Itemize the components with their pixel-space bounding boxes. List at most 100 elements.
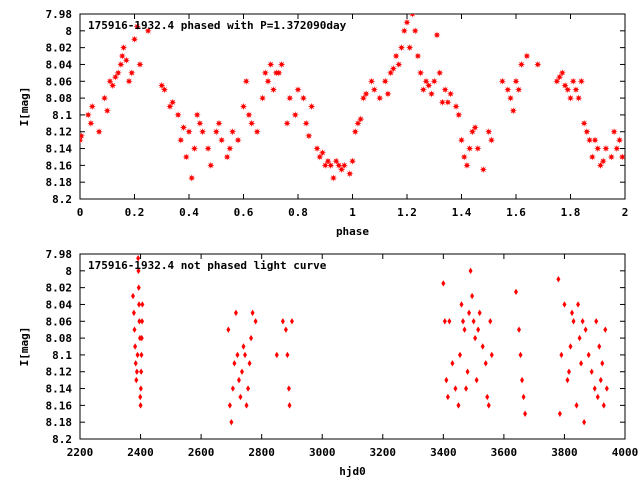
data-point — [229, 128, 237, 136]
y-tick-label: 8.14 — [46, 383, 73, 396]
data-point — [84, 111, 92, 119]
x-tick-label: 2200 — [67, 446, 94, 459]
data-point — [179, 123, 188, 132]
data-point — [588, 153, 596, 161]
data-point — [485, 128, 493, 136]
data-point — [188, 174, 196, 182]
data-point — [321, 161, 329, 169]
data-point — [137, 318, 142, 325]
data-point — [504, 86, 512, 94]
data-point — [465, 368, 470, 375]
y-tick-label: 8.08 — [46, 92, 73, 105]
data-point — [267, 60, 275, 69]
x-tick-label: 0.4 — [179, 206, 199, 219]
x-tick-label: 3200 — [370, 446, 397, 459]
data-point — [137, 301, 142, 308]
data-point — [140, 301, 145, 308]
x-tick-label: 0 — [77, 206, 84, 219]
data-point — [442, 318, 447, 325]
data-point — [580, 119, 588, 127]
data-point — [136, 267, 141, 275]
data-point — [583, 326, 588, 333]
data-point — [523, 52, 531, 60]
data-point — [566, 94, 575, 102]
y-tick-label: 8 — [65, 265, 72, 278]
x-tick-label: 1.2 — [397, 206, 417, 219]
data-point — [602, 144, 610, 153]
data-point — [103, 107, 111, 115]
x-tick-label: 2600 — [188, 446, 215, 459]
data-series — [80, 14, 625, 182]
data-point — [441, 86, 449, 94]
data-point — [403, 18, 411, 27]
data-point — [230, 385, 235, 392]
data-point — [604, 385, 609, 392]
y-tick-label: 8.02 — [46, 282, 73, 295]
data-point — [487, 136, 496, 144]
data-point — [464, 385, 469, 392]
data-point — [445, 393, 450, 401]
data-point — [610, 128, 618, 136]
data-point — [599, 157, 607, 165]
data-point — [130, 292, 135, 300]
data-point — [515, 86, 523, 94]
y-tick-label: 8.06 — [46, 315, 73, 328]
data-point — [246, 385, 251, 392]
data-point — [600, 360, 605, 367]
data-point — [486, 402, 491, 409]
data-point — [520, 376, 525, 384]
data-point — [313, 144, 321, 153]
data-point — [136, 60, 144, 69]
data-point — [196, 119, 204, 127]
data-point — [462, 326, 467, 333]
data-point — [370, 86, 378, 94]
data-point — [566, 368, 571, 375]
data-point — [456, 402, 461, 409]
data-point — [586, 351, 591, 359]
plot-frame — [79, 13, 626, 200]
data-point — [215, 119, 223, 127]
data-point — [185, 128, 193, 136]
data-point — [523, 410, 528, 417]
data-point — [509, 107, 517, 115]
data-point — [136, 284, 141, 291]
data-point — [305, 132, 313, 140]
data-point — [430, 77, 438, 85]
data-point — [457, 351, 462, 359]
data-point — [248, 119, 256, 127]
data-point — [571, 318, 576, 325]
data-point — [384, 90, 392, 98]
data-point — [589, 368, 594, 375]
data-point — [471, 318, 476, 325]
data-point — [367, 77, 376, 85]
data-point — [485, 393, 490, 401]
x-tick-label: 1.8 — [561, 206, 581, 219]
data-point — [139, 334, 144, 342]
y-tick-label: 8.18 — [46, 176, 73, 189]
data-point — [576, 301, 581, 308]
data-point — [582, 418, 587, 426]
data-point — [264, 77, 272, 85]
y-tick-label: 8 — [65, 25, 72, 38]
data-point — [467, 309, 472, 317]
data-point — [558, 69, 566, 77]
x-tick-label: 0.2 — [125, 206, 145, 219]
data-point — [517, 60, 526, 69]
data-point — [204, 144, 212, 153]
data-point — [174, 111, 182, 119]
x-tick-label: 3600 — [491, 446, 518, 459]
phased-light-curve-panel: 0 0.2 0.4 0.6 0.8 1 1.2 1.4 1.6 1.8 2 7.98 8 8.02 8.04… — [18, 8, 628, 238]
data-point — [278, 60, 286, 69]
data-point — [468, 128, 476, 136]
data-point — [463, 161, 471, 169]
data-point — [444, 376, 449, 384]
data-point — [109, 81, 117, 90]
data-point — [261, 69, 269, 77]
data-point — [579, 360, 584, 367]
data-point — [133, 23, 141, 31]
data-point — [596, 161, 605, 169]
data-point — [598, 376, 603, 384]
data-point — [289, 318, 294, 325]
data-point — [498, 77, 506, 85]
data-point — [258, 94, 267, 102]
